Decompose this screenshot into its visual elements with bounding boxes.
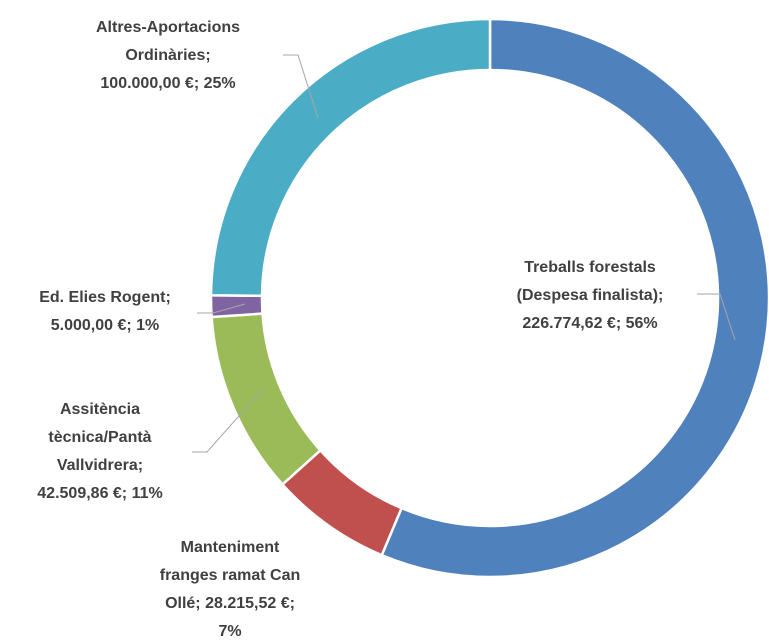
data-label-line: 100.000,00 €; 25% <box>100 75 235 92</box>
data-label: Treballs forestals (Despesa finalista); 22… <box>517 259 664 332</box>
data-label-line: Ordinàries; <box>125 47 210 64</box>
data-label-line: 5.000,00 €; 1% <box>51 317 160 334</box>
data-label-line: Assitència <box>60 401 140 418</box>
data-label-line: (Despesa finalista); <box>517 287 664 304</box>
leader-line <box>697 293 736 341</box>
donut-segment <box>210 312 323 487</box>
data-label-line: 42.509,86 €; 11% <box>37 485 162 502</box>
leader-line <box>283 54 319 119</box>
data-label: Altres-Aportacions Ordinàries; 100.000,00 … <box>96 19 240 92</box>
data-label: Assitència tècnica/Pantà Vallvidrera; 42.50… <box>37 401 162 502</box>
data-label-line: Ollé; 28.215,52 €; <box>165 595 295 612</box>
data-label-line: 226.774,62 €; 56% <box>522 315 657 332</box>
data-label-line: Manteniment <box>181 539 280 556</box>
data-label-line: Altres-Aportacions <box>96 19 240 36</box>
data-label: Manteniment franges ramat Can Ollé; 28.215… <box>160 539 301 640</box>
leader-line <box>197 303 246 314</box>
data-label-line: tècnica/Pantà <box>48 429 151 446</box>
data-label-line: 7% <box>218 623 241 640</box>
donut-segment <box>209 17 492 298</box>
leader-line <box>192 389 263 453</box>
data-label: Ed. Elies Rogent; 5.000,00 €; 1% <box>39 289 171 334</box>
donut-segment <box>380 17 769 579</box>
data-label-line: Vallvidrera; <box>57 457 143 474</box>
data-label-line: franges ramat Can <box>160 567 301 584</box>
data-label-line: Treballs forestals <box>524 259 656 276</box>
data-label-line: Ed. Elies Rogent; <box>39 289 171 306</box>
